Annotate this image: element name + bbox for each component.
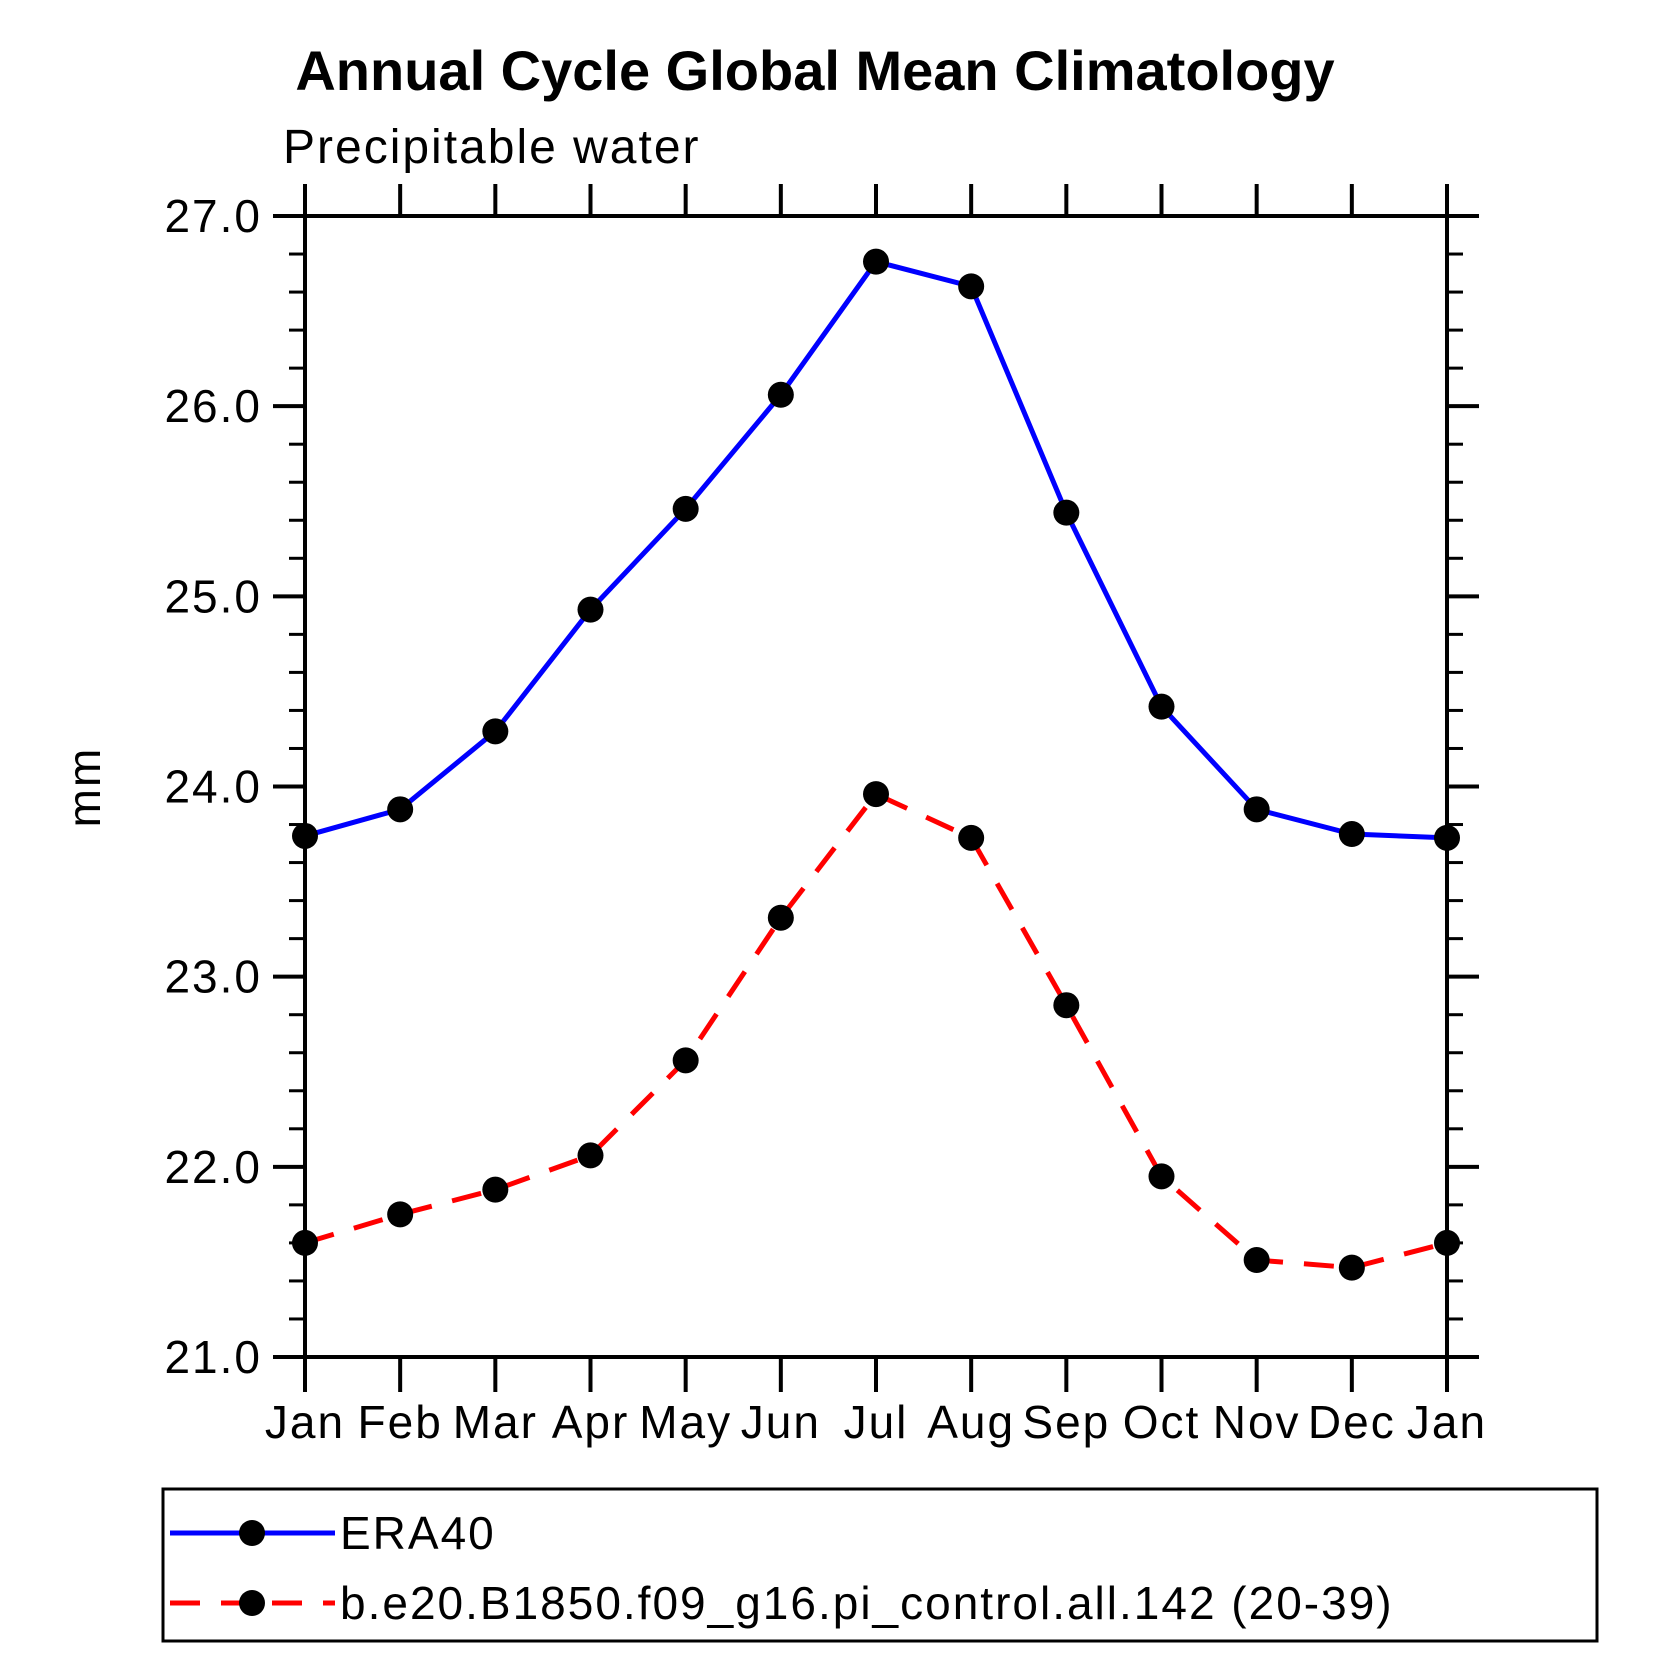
- data-point: [577, 596, 604, 623]
- series-line-0: [304, 258, 1448, 841]
- x-tick-label: Sep: [1022, 1396, 1110, 1448]
- legend-label-model: b.e20.B1850.f09_g16.pi_control.all.142 (…: [340, 1577, 1394, 1629]
- plot-frame: [303, 214, 1449, 1359]
- y-tick-label: 21.0: [164, 1331, 262, 1383]
- series-line-1: [304, 791, 1448, 1271]
- legend: ERA40 b.e20.B1850.f09_g16.pi_control.all…: [161, 1487, 1599, 1643]
- x-tick-label: May: [639, 1396, 732, 1448]
- data-point: [863, 781, 889, 808]
- data-point: [958, 824, 985, 851]
- data-point: [1243, 1247, 1270, 1274]
- data-point: [767, 904, 794, 931]
- y-axis-label: mm: [58, 747, 110, 828]
- x-tick-label: Jan: [1407, 1396, 1487, 1448]
- data-point: [482, 1176, 509, 1203]
- x-tick-label: Dec: [1308, 1396, 1396, 1448]
- data-point: [672, 1047, 699, 1074]
- legend-marker-era40: [239, 1520, 265, 1546]
- data-point: [1338, 1254, 1365, 1281]
- y-tick-label: 23.0: [164, 951, 262, 1003]
- x-tick-label: Feb: [358, 1396, 443, 1448]
- data-point: [1338, 821, 1365, 848]
- x-tick-label: Mar: [453, 1396, 538, 1448]
- data-point: [1148, 1163, 1175, 1190]
- x-tick-label: Jul: [844, 1396, 909, 1448]
- data-point: [482, 718, 509, 745]
- y-tick-label: 27.0: [164, 190, 262, 242]
- legend-label-era40: ERA40: [340, 1507, 496, 1559]
- data-point: [672, 495, 699, 522]
- x-tick-label: Aug: [927, 1396, 1015, 1448]
- x-tick-label: Jun: [741, 1396, 821, 1448]
- y-tick-label: 22.0: [164, 1141, 262, 1193]
- data-point: [1053, 499, 1080, 526]
- legend-box: [161, 1487, 1599, 1643]
- data-point: [1148, 693, 1175, 720]
- chart-title: Annual Cycle Global Mean Climatology: [295, 39, 1334, 102]
- chart-subtitle: Precipitable water: [283, 121, 701, 174]
- data-point: [387, 796, 414, 823]
- data-point: [863, 248, 889, 275]
- data-point: [577, 1142, 604, 1169]
- y-tick-label: 26.0: [164, 380, 262, 432]
- y-tick-label: 24.0: [164, 761, 262, 813]
- data-point: [958, 273, 985, 300]
- data-point: [767, 381, 794, 408]
- y-tick-label: 25.0: [164, 570, 262, 622]
- x-tick-label: Jan: [265, 1396, 345, 1448]
- x-tick-label: Nov: [1213, 1396, 1301, 1448]
- data-point: [1053, 992, 1080, 1019]
- data-point: [1243, 796, 1270, 823]
- x-tick-label: Apr: [552, 1396, 630, 1448]
- x-tick-label: Oct: [1123, 1396, 1201, 1448]
- legend-marker-model: [239, 1590, 265, 1616]
- data-point: [387, 1201, 414, 1228]
